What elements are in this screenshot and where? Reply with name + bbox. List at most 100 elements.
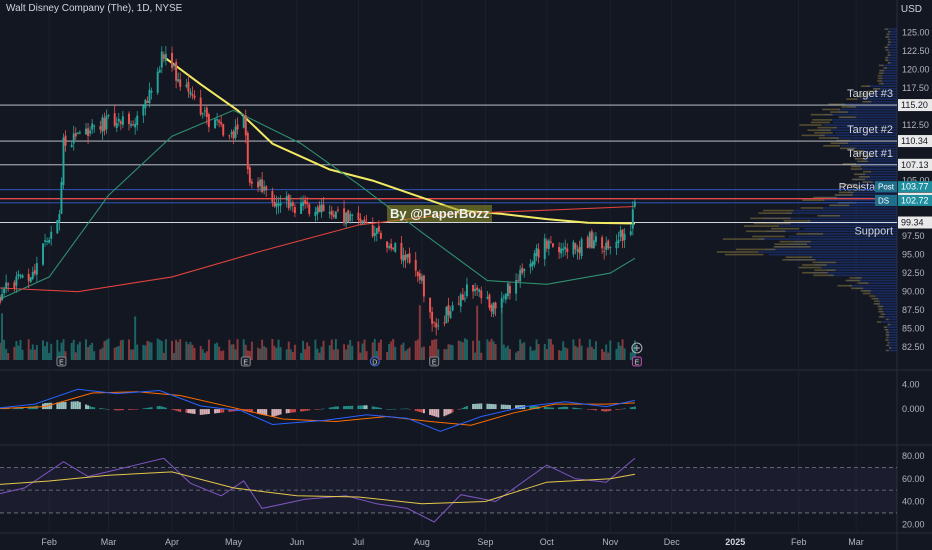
candle-body	[22, 275, 24, 278]
price-tick-label: 120.00	[902, 65, 930, 75]
volume-bar	[452, 345, 454, 360]
time-axis-label: Feb	[791, 537, 807, 547]
volume-bar	[362, 343, 364, 360]
macd-histogram-bar	[302, 409, 304, 411]
volume-bar	[495, 344, 497, 360]
volume-bar	[177, 342, 179, 360]
volume-bar	[521, 343, 523, 360]
macd-histogram-bar	[79, 402, 81, 409]
volume-bar	[306, 342, 308, 360]
candle-body	[452, 305, 454, 310]
candle-body	[306, 202, 308, 204]
volume-profile-bar	[801, 207, 823, 209]
candle-body	[364, 219, 366, 222]
level-label-target-3: Target #3	[847, 88, 893, 100]
candle-body	[171, 53, 173, 68]
macd-histogram-bar	[120, 409, 122, 410]
volume-bar	[163, 353, 165, 360]
candle-body	[445, 307, 447, 323]
candle-body	[65, 136, 67, 146]
volume-profile-bar	[888, 337, 897, 339]
volume-bar	[42, 340, 44, 360]
candle-body	[3, 289, 5, 293]
volume-bar	[534, 350, 536, 360]
volume-bar	[128, 339, 130, 360]
candle-body	[192, 94, 194, 96]
volume-bar	[261, 340, 263, 360]
candle-body	[323, 205, 325, 211]
macd-histogram-bar	[601, 409, 603, 411]
macd-histogram-bar	[622, 409, 624, 410]
volume-bar	[259, 349, 261, 360]
volume-profile-bar	[813, 275, 833, 277]
candle-body	[187, 82, 189, 92]
macd-histogram-bar	[71, 402, 73, 410]
candle-body	[75, 133, 77, 136]
macd-histogram-bar	[591, 409, 593, 410]
rsi-tick-label: 20.00	[902, 519, 925, 529]
macd-histogram-bar	[85, 405, 87, 410]
macd-histogram-bar	[134, 409, 136, 410]
macd-histogram-bar	[474, 404, 476, 409]
volume-profile-bar	[885, 339, 888, 341]
candle-body	[488, 295, 490, 308]
volume-bar	[620, 346, 622, 360]
macd-histogram-bar	[206, 409, 208, 414]
volume-bar	[390, 341, 392, 360]
author-watermark: By @PaperBozz	[387, 205, 492, 222]
candle-body	[189, 92, 191, 95]
volume-bar	[204, 353, 206, 360]
volume-profile-bar	[771, 228, 799, 230]
candle-body	[280, 203, 282, 206]
candle-body	[290, 202, 292, 206]
volume-profile-bar	[825, 114, 897, 116]
candle-body	[93, 126, 95, 127]
symbol-title: Walt Disney Company (The), 1D, NYSE	[6, 3, 182, 14]
volume-profile-bar	[841, 106, 855, 108]
macd-histogram-bar	[589, 409, 591, 410]
volume-bar	[20, 340, 22, 360]
volume-bar	[319, 353, 321, 360]
macd-histogram-bar	[431, 409, 433, 415]
volume-profile-bar	[885, 46, 889, 48]
time-axis-label: Aug	[414, 537, 430, 547]
volume-bar	[75, 352, 77, 360]
macd-histogram-bar	[450, 409, 452, 413]
event-marker-e: E	[57, 357, 66, 367]
candle-body	[56, 220, 58, 233]
macd-histogram-bar	[390, 409, 392, 410]
macd-histogram-bar	[359, 405, 361, 409]
volume-profile-bar	[886, 345, 889, 347]
macd-histogram-bar	[437, 409, 439, 417]
macd-histogram-bar	[208, 409, 210, 414]
candle-body	[343, 208, 345, 223]
volume-profile-bar	[883, 313, 897, 315]
volume-bar	[108, 339, 110, 360]
volume-profile-bar	[841, 145, 897, 147]
macd-histogram-bar	[316, 409, 318, 410]
volume-bar	[30, 350, 32, 360]
macd-histogram-bar	[466, 406, 468, 409]
macd-histogram-bar	[581, 409, 583, 410]
candle-body	[273, 202, 275, 206]
candle-body	[118, 119, 120, 122]
event-marker-symbol: E	[243, 360, 248, 367]
volume-bar	[218, 347, 220, 360]
macd-histogram-bar	[132, 409, 134, 410]
volume-profile-bar	[759, 212, 792, 214]
volume-profile-bar	[888, 62, 891, 64]
candle-body	[509, 286, 511, 294]
volume-bar	[134, 316, 136, 360]
volume-profile-bar	[802, 272, 828, 274]
candle-body	[58, 214, 60, 223]
volume-bar	[222, 350, 224, 360]
volume-profile-bar	[780, 241, 811, 243]
macd-histogram-bar	[419, 409, 421, 412]
volume-bar	[321, 347, 323, 360]
volume-bar	[607, 353, 609, 360]
macd-histogram-bar	[149, 408, 151, 410]
volume-bar	[206, 351, 208, 360]
volume-profile-bar	[838, 285, 853, 287]
candle-body	[521, 268, 523, 273]
